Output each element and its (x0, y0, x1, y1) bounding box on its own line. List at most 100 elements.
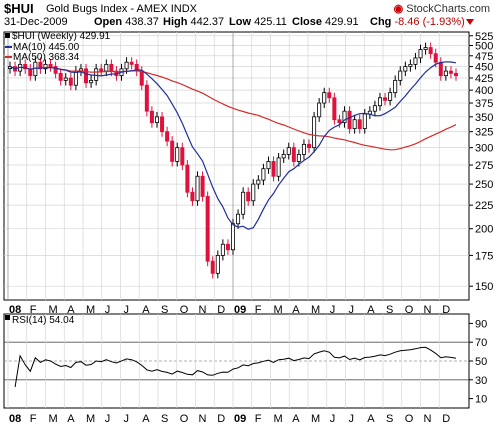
candle-body (281, 154, 286, 159)
candle-body (357, 119, 362, 129)
rsi-tick-label: 30 (475, 375, 487, 387)
price-x-label: F (255, 304, 262, 316)
candle-body (256, 179, 261, 185)
candle-body (185, 164, 190, 193)
rsi-x-label: J (349, 413, 355, 425)
rsi-x-label: A (367, 413, 375, 425)
brand-mark-icon: ◉ (393, 3, 407, 15)
candle-body (261, 168, 266, 181)
quote-date: 31-Dec-2009 (4, 16, 68, 28)
rsi-x-label: N (199, 413, 207, 425)
price-x-label: N (424, 304, 432, 316)
legend-main: $HUI (Weekly) 429.91 (12, 31, 111, 42)
close-label: Close (292, 16, 322, 28)
price-x-label: M (311, 304, 320, 316)
candle-body (413, 57, 418, 65)
candle-body (94, 68, 99, 81)
low-value: 425.11 (254, 16, 287, 28)
rsi-x-label: D (442, 413, 450, 425)
candle-body (63, 77, 68, 81)
candle-body (443, 70, 448, 77)
candle-body (149, 110, 154, 124)
candle-body (296, 154, 301, 162)
candle-body (43, 63, 48, 70)
candle-body (322, 92, 327, 104)
candle-body (210, 260, 215, 274)
candle-body (246, 191, 251, 202)
rsi-x-label: O (180, 413, 189, 425)
candle-body (428, 47, 433, 55)
rsi-line (14, 346, 457, 387)
candle-body (58, 72, 63, 81)
candle-body (372, 105, 377, 112)
price-tick-label: 225 (475, 200, 493, 212)
candle-body (139, 70, 144, 86)
chg-value: -8.46 (-1.93%) (394, 16, 465, 28)
candle-body (276, 157, 281, 177)
price-tick-label: 300 (475, 143, 493, 155)
candle-body (129, 61, 134, 65)
candle-body (286, 147, 291, 155)
price-tick-label: 500 (475, 41, 493, 53)
candle-body (215, 254, 220, 274)
price-x-label: O (405, 304, 414, 316)
candle-body (423, 47, 428, 50)
price-x-label: A (67, 304, 75, 316)
legend-ma10: MA(10) 445.00 (13, 42, 80, 53)
price-x-label: J (349, 304, 355, 316)
close-value: 429.91 (325, 16, 359, 28)
price-x-label: M (49, 304, 58, 316)
high-value: 442.37 (190, 16, 225, 28)
candle-body (180, 147, 185, 166)
price-tick-label: 425 (475, 73, 493, 85)
candle-body (160, 116, 165, 133)
rsi-x-label: S (161, 413, 168, 425)
rsi-x-label: M (311, 413, 320, 425)
candle-body (68, 77, 73, 86)
candle-body (23, 63, 28, 70)
candle-body (99, 68, 104, 72)
candle-body (200, 175, 205, 197)
candle-body (317, 102, 322, 118)
price-y-axis: 150 175 200 225 250 275 300 325 350 3754004254504… (469, 31, 493, 293)
rsi-x-label: F (30, 413, 37, 425)
price-tick-label: 200 (475, 224, 493, 236)
open-value: 438.37 (125, 16, 159, 28)
candle-body (342, 110, 347, 124)
rsi-x-label: N (424, 413, 432, 425)
candle-body (195, 175, 200, 202)
rsi-x-label: D (217, 413, 225, 425)
candle-body (225, 243, 230, 251)
candle-body (124, 61, 129, 70)
rsi-x-label: F (255, 413, 262, 425)
candle-body (175, 147, 180, 162)
candle-body (230, 223, 235, 251)
open-label: Open (94, 16, 123, 28)
ma50-line (9, 66, 457, 151)
candle-body (377, 97, 382, 107)
price-x-label: M (86, 304, 95, 316)
candle-body (190, 191, 195, 202)
rsi-tick-label: 50 (475, 356, 487, 368)
candle-body (165, 131, 170, 142)
down-arrow-icon (466, 19, 474, 25)
candlesticks (7, 42, 458, 279)
rsi-x-label: J (330, 413, 336, 425)
candle-body (301, 143, 306, 155)
candle-body (393, 79, 398, 94)
rsi-x-label: 09 (234, 413, 246, 425)
price-tick-label: 275 (475, 160, 493, 172)
price-tick-label: 475 (475, 51, 493, 63)
rsi-grid (4, 314, 469, 408)
price-x-label: S (386, 304, 393, 316)
quote-row: 31-Dec-2009 Open 438.37 High 442.37 Low … (0, 16, 494, 30)
brand-logo[interactable]: ◉ StockCharts.com (394, 2, 490, 15)
price-tick-label: 400 (475, 85, 493, 97)
price-x-label: D (217, 304, 225, 316)
candle-body (104, 63, 109, 72)
candle-body (352, 119, 357, 129)
candle-body (48, 63, 53, 67)
candle-body (388, 92, 393, 101)
candle-body (291, 147, 296, 162)
candle-body (332, 97, 337, 121)
